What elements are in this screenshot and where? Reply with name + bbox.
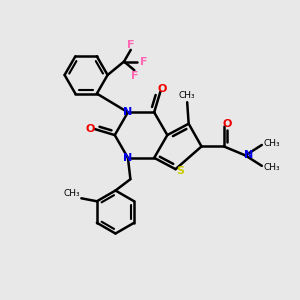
Text: CH₃: CH₃ — [179, 91, 196, 100]
Text: O: O — [86, 124, 95, 134]
Text: O: O — [157, 84, 167, 94]
Text: N: N — [123, 153, 132, 164]
Text: O: O — [223, 119, 232, 129]
Text: CH₃: CH₃ — [264, 163, 280, 172]
Text: N: N — [123, 107, 132, 117]
Text: CH₃: CH₃ — [64, 189, 80, 198]
Text: F: F — [130, 70, 138, 81]
Text: N: N — [244, 150, 253, 161]
Text: F: F — [140, 56, 148, 67]
Text: S: S — [176, 166, 184, 176]
Text: CH₃: CH₃ — [264, 139, 280, 148]
Text: F: F — [127, 40, 134, 50]
